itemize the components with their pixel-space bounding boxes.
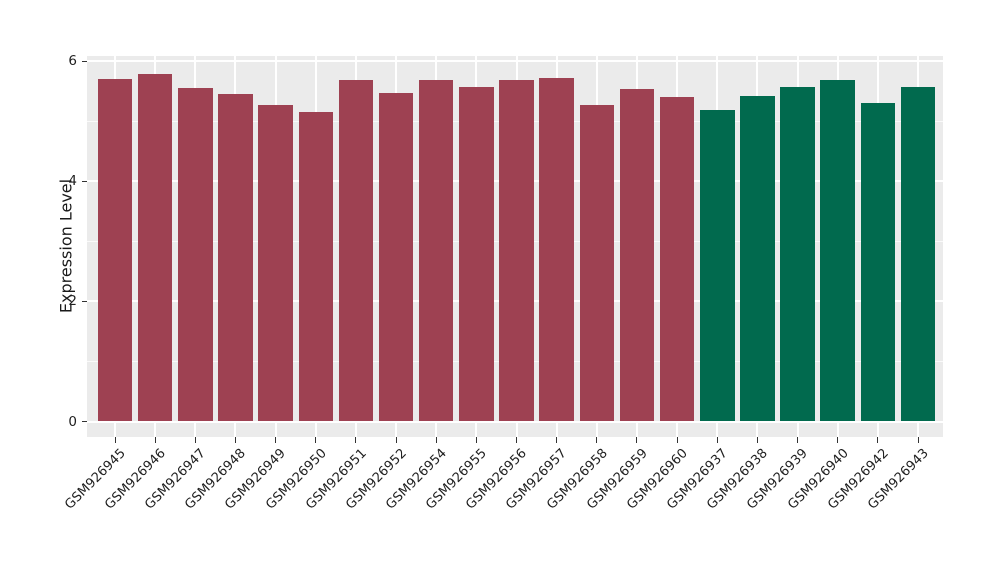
bar-GSM926939 (780, 87, 815, 422)
bar-GSM926951 (338, 79, 374, 422)
bar-GSM926943 (900, 87, 936, 422)
x-tick-mark (435, 437, 437, 443)
x-tick-mark (716, 437, 718, 443)
y-tick-mark (82, 421, 87, 422)
bar-GSM926957 (539, 77, 574, 422)
bar-GSM926940 (820, 79, 855, 422)
y-tick-mark (82, 60, 87, 62)
bar-GSM926950 (298, 112, 333, 422)
y-tick-label: 4 (68, 173, 77, 190)
x-tick-mark (234, 437, 236, 443)
x-tick-mark (475, 437, 477, 443)
x-tick-mark (756, 437, 758, 443)
x-tick-mark (395, 437, 397, 443)
bar-GSM926938 (740, 96, 775, 422)
bar-GSM926959 (619, 89, 655, 422)
bar-GSM926958 (579, 104, 615, 422)
bar-GSM926945 (97, 79, 133, 422)
y-tick-label: 2 (68, 293, 77, 310)
bar-GSM926955 (459, 86, 494, 422)
x-tick-mark (596, 437, 598, 443)
bar-GSM926937 (700, 109, 735, 422)
x-tick-mark (114, 437, 116, 443)
bar-GSM926948 (218, 94, 253, 422)
x-tick-mark (837, 437, 839, 443)
x-tick-mark (315, 437, 317, 443)
bar-GSM926942 (860, 103, 896, 422)
bar-GSM926956 (499, 80, 534, 422)
x-tick-mark (797, 437, 799, 443)
y-tick-mark (82, 180, 87, 182)
x-tick-mark (917, 437, 919, 443)
bar-GSM926960 (659, 97, 695, 422)
x-tick-mark (275, 437, 277, 443)
x-tick-mark (556, 437, 558, 443)
x-tick-mark (355, 437, 357, 443)
bar-GSM926947 (178, 88, 213, 422)
bar-GSM926954 (418, 79, 454, 422)
x-tick-mark (676, 437, 678, 443)
y-tick-mark (82, 300, 87, 302)
plot-panel (87, 56, 943, 437)
x-tick-mark (194, 437, 196, 443)
x-tick-mark (516, 437, 517, 443)
x-tick-mark (877, 437, 879, 443)
y-tick-label: 6 (68, 53, 77, 70)
bar-GSM926946 (137, 73, 173, 422)
x-tick-mark (636, 437, 638, 443)
bar-GSM926952 (378, 93, 414, 422)
gridline-major (87, 420, 943, 423)
y-tick-label: 0 (68, 413, 77, 430)
gridline-major (87, 60, 943, 63)
x-tick-mark (154, 437, 156, 443)
bar-GSM926949 (258, 104, 293, 422)
